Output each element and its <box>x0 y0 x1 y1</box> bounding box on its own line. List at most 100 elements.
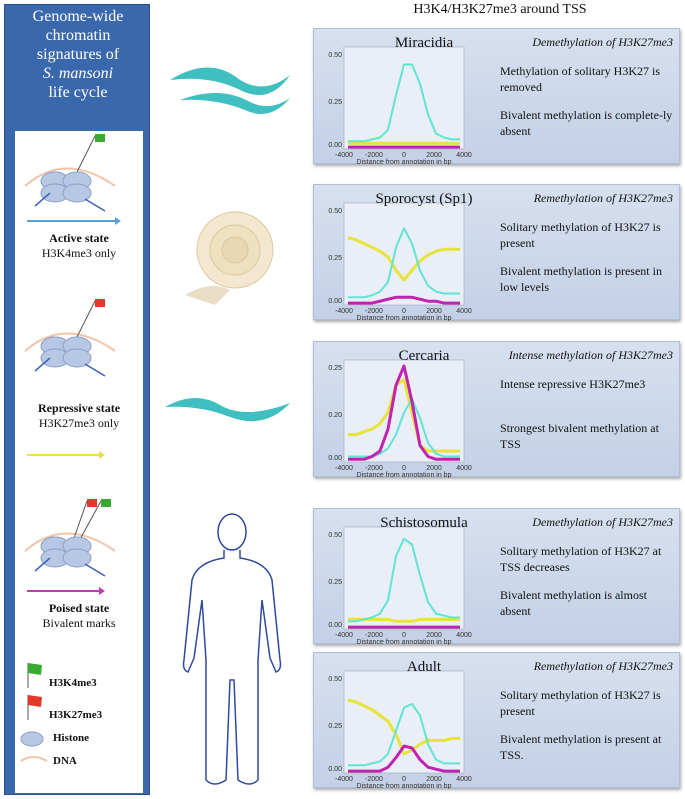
stage-mode: Remethylation of H3K27me3 <box>533 659 673 673</box>
y-tick-label: 0.50 <box>328 532 342 539</box>
key-dna: DNA <box>53 755 77 767</box>
x-axis-label: Distance from annotation in bp <box>357 159 452 165</box>
profile-chart: 0.50 0.25 0.00 -4000 -2000 0 2000 4000 Distance … <box>328 670 472 789</box>
dna-icon <box>20 756 48 762</box>
y-tick-label: 0.25 <box>328 723 342 730</box>
x-axis-label: Distance from annotation in bp <box>357 472 452 478</box>
y-tick-label: 0.25 <box>328 365 342 372</box>
stage-description: Bivalent methylation is present in low l… <box>500 264 662 294</box>
y-tick-label: 0.00 <box>328 455 342 462</box>
stage-mode: Remethylation of H3K27me3 <box>533 191 673 205</box>
key-histone: Histone <box>53 732 90 744</box>
x-axis-label: Distance from annotation in bp <box>357 783 452 789</box>
snail-icon <box>185 211 274 305</box>
plot-frame <box>343 202 465 306</box>
stage-description: Intense repressive H3K27me3 <box>500 377 646 391</box>
h3k27-series-line <box>347 236 460 282</box>
stage-card: 0.25 0.20 0.00 -4000 -2000 0 2000 4000 Distance … <box>313 341 680 478</box>
x-tick-label: -2000 <box>365 152 383 159</box>
x-tick-label: -2000 <box>365 308 383 315</box>
main-title: H3K4/H3K27me3 around TSS <box>413 2 587 17</box>
y-tick-label: 0.00 <box>328 622 342 629</box>
state-detail: H3K27me3 only <box>38 416 120 430</box>
state-detail: H3K4me3 only <box>41 246 117 260</box>
x-tick-label: 0 <box>402 152 406 159</box>
title-line: chromatin <box>45 27 111 44</box>
profile-chart: 0.50 0.25 0.00 -4000 -2000 0 2000 4000 Distance … <box>328 46 472 165</box>
y-tick-label: 0.25 <box>328 579 342 586</box>
state-detail: Bivalent marks <box>42 616 116 630</box>
stage-mode: Demethylation of H3K27me3 <box>532 35 673 49</box>
x-axis-label: Distance from annotation in bp <box>357 639 452 645</box>
y-tick-label: 0.50 <box>328 208 342 215</box>
h3k4-series-line <box>348 397 460 458</box>
state-name: Repressive state <box>37 401 121 415</box>
nucleosome-active-icon <box>24 134 121 225</box>
h3k27-series-line <box>348 378 460 453</box>
y-tick-label: 0.25 <box>328 255 342 262</box>
stage-name: Adult <box>406 659 442 675</box>
repressive-state-label: Repressive state H3K27me3 only <box>15 401 143 431</box>
stage-description: Strongest bivalent methylation at TSS <box>500 421 659 451</box>
profile-chart: 0.50 0.25 0.00 -4000 -2000 0 2000 4000 Distance … <box>328 526 472 645</box>
stage-card: 0.50 0.25 0.00 -4000 -2000 0 2000 4000 Distance … <box>313 508 680 645</box>
stage-mode: Demethylation of H3K27me3 <box>532 515 673 529</box>
x-tick-label: 4000 <box>456 632 472 639</box>
x-tick-label: 4000 <box>456 465 472 472</box>
x-tick-label: -2000 <box>365 776 383 783</box>
title-line: life cycle <box>48 84 108 101</box>
legend-panel: Genome-wide chromatin signatures of S. m… <box>4 4 150 795</box>
h3k4-series-line <box>348 537 460 623</box>
title-line: S. mansoni <box>42 65 114 82</box>
stage-description: Bivalent methylation is complete-ly abse… <box>500 108 673 138</box>
panel-title: Genome-wide chromatin signatures of S. m… <box>5 7 151 102</box>
histone-icon <box>20 731 44 747</box>
state-name: Poised state <box>48 601 110 615</box>
bivalent-series-line <box>348 744 460 773</box>
cercaria-icon <box>165 397 290 422</box>
x-tick-label: 2000 <box>426 152 442 159</box>
x-tick-label: 4000 <box>456 152 472 159</box>
key-h3k27: H3K27me3 <box>49 709 103 721</box>
x-tick-label: 0 <box>402 308 406 315</box>
y-tick-label: 0.50 <box>328 676 342 683</box>
title-line: signatures of <box>36 46 120 63</box>
title-line: Genome-wide <box>32 8 124 25</box>
profile-chart: 0.50 0.25 0.00 -4000 -2000 0 2000 4000 Distance … <box>328 202 472 321</box>
active-state-label: Active state H3K4me3 only <box>15 231 143 261</box>
profile-chart: 0.25 0.20 0.00 -4000 -2000 0 2000 4000 Distance … <box>328 359 472 478</box>
plot-frame <box>343 46 465 150</box>
x-tick-label: 2000 <box>426 776 442 783</box>
x-tick-label: -4000 <box>335 152 353 159</box>
y-tick-label: 0.20 <box>328 412 342 419</box>
x-tick-label: -2000 <box>365 632 383 639</box>
y-tick-label: 0.00 <box>328 142 342 149</box>
stage-card: 0.50 0.25 0.00 -4000 -2000 0 2000 4000 Distance … <box>313 184 680 321</box>
poised-state-label: Poised state Bivalent marks <box>15 601 143 631</box>
x-tick-label: -4000 <box>335 465 353 472</box>
miracidium-icon <box>170 67 290 114</box>
x-tick-label: 4000 <box>456 308 472 315</box>
stage-name: Cercaria <box>398 348 450 364</box>
stage-name: Schistosomula <box>380 515 468 531</box>
green-flag-icon <box>27 663 42 688</box>
h3k4-series-line <box>348 227 460 299</box>
stage-description: Methylation of solitary H3K27 is removed <box>500 64 660 94</box>
repressive-arrow-icon <box>27 451 105 459</box>
stage-name: Sporocyst (Sp1) <box>375 191 473 207</box>
nucleosome-repressive-icon <box>24 299 116 377</box>
x-tick-label: -4000 <box>335 776 353 783</box>
red-flag-icon <box>27 695 42 720</box>
bivalent-series-line <box>348 364 460 461</box>
x-tick-label: 0 <box>402 776 406 783</box>
y-tick-label: 0.25 <box>328 99 342 106</box>
x-tick-label: -4000 <box>335 308 353 315</box>
x-tick-label: -2000 <box>365 465 383 472</box>
stage-description: Solitary methylation of H3K27 is present <box>500 688 661 718</box>
stage-description: Solitary methylation of H3K27 is present <box>500 220 661 250</box>
stage-mode: Intense methylation of H3K27me3 <box>508 348 673 362</box>
stage-description: Bivalent methylation is almost absent <box>500 588 647 618</box>
plot-frame <box>343 670 465 774</box>
x-tick-label: 2000 <box>426 308 442 315</box>
x-axis-label: Distance from annotation in bp <box>357 315 452 321</box>
